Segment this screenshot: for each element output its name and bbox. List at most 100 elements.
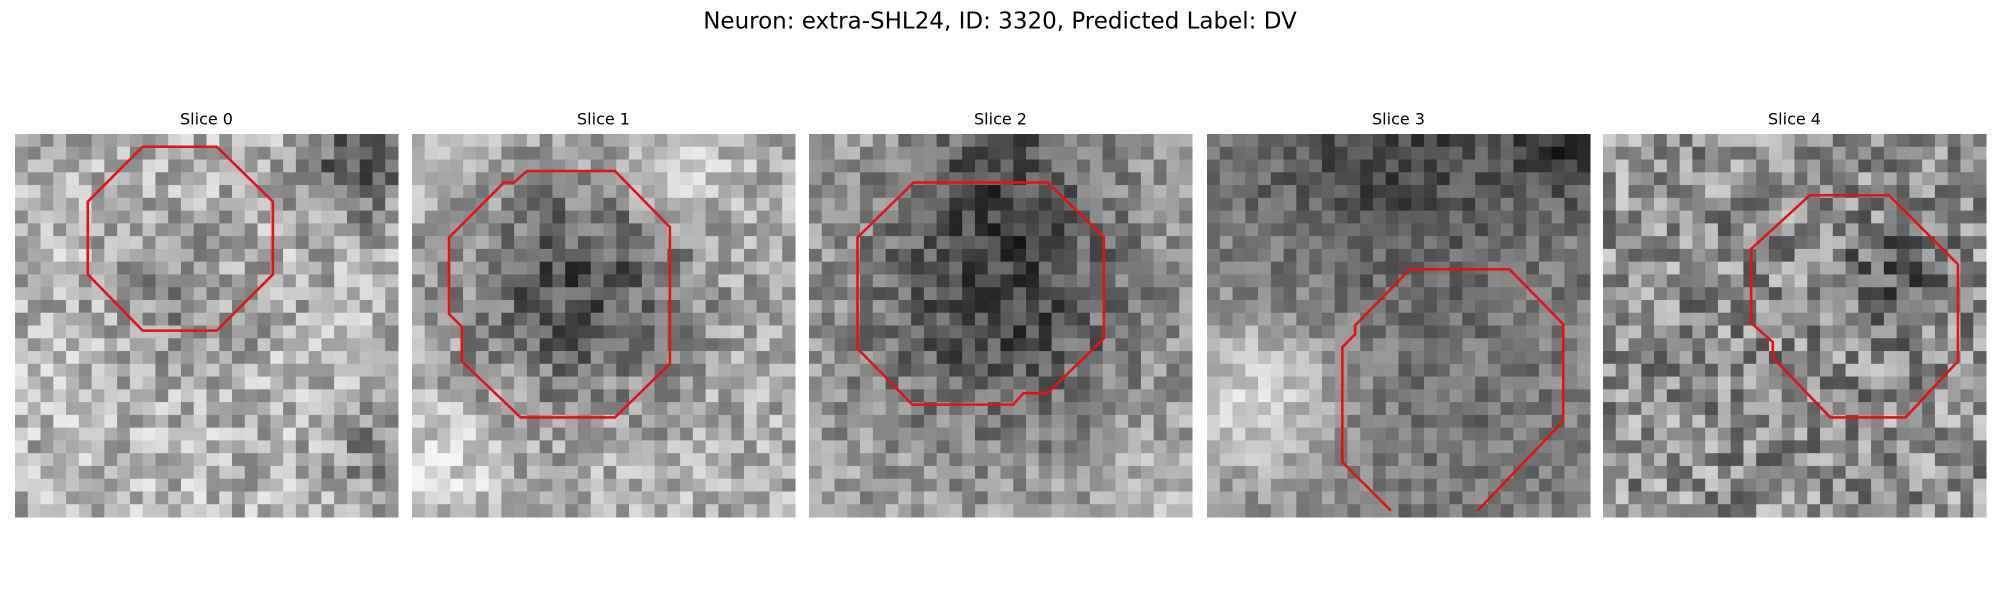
pixel — [1128, 402, 1142, 416]
pixel — [872, 453, 887, 467]
pixel — [1526, 146, 1540, 161]
pixel — [1089, 389, 1104, 403]
pixel — [949, 185, 963, 199]
pixel — [526, 478, 541, 492]
pixel — [40, 427, 54, 441]
pixel — [1398, 363, 1412, 378]
pixel — [603, 261, 617, 275]
panel-title: Slice 1 — [577, 110, 630, 129]
pixel — [1089, 172, 1104, 186]
pixel — [1654, 453, 1668, 467]
pixel — [1077, 134, 1091, 148]
pixel — [1219, 325, 1234, 339]
pixel — [616, 427, 630, 441]
pixel — [1385, 146, 1400, 161]
pixel — [1385, 223, 1400, 237]
pixel — [1934, 491, 1949, 505]
pixel — [1283, 134, 1297, 148]
pixel — [1398, 376, 1412, 390]
pixel — [847, 389, 861, 403]
pixel — [539, 389, 553, 403]
pixel — [257, 197, 271, 212]
pixel — [1038, 236, 1053, 250]
pixel — [1296, 134, 1310, 148]
pixel — [142, 248, 156, 263]
pixel — [91, 261, 105, 275]
pixel — [40, 414, 54, 429]
pixel — [180, 159, 195, 173]
pixel — [718, 440, 732, 454]
pixel — [1768, 185, 1783, 199]
pixel — [1564, 159, 1578, 173]
pixel — [1449, 402, 1463, 416]
pixel — [949, 299, 963, 314]
pixel — [1219, 172, 1234, 186]
pixel — [526, 210, 541, 224]
pixel — [1475, 465, 1489, 480]
pixel — [1973, 338, 1987, 352]
pixel — [641, 134, 656, 148]
pixel — [1909, 363, 1923, 378]
pixel — [1717, 427, 1732, 441]
pixel — [193, 389, 208, 403]
pixel — [1462, 414, 1476, 429]
pixel — [1283, 185, 1297, 199]
pixel — [1692, 325, 1706, 339]
pixel — [769, 210, 783, 224]
pixel — [1526, 261, 1540, 275]
pixel — [155, 351, 169, 365]
pixel — [1743, 134, 1757, 148]
pixel — [847, 478, 861, 492]
pixel — [1973, 440, 1987, 454]
pixel — [654, 427, 668, 441]
pixel — [1538, 159, 1553, 173]
pixel — [206, 274, 220, 288]
pixel — [27, 210, 42, 224]
panel-title: Slice 2 — [974, 110, 1027, 129]
pixel — [1140, 402, 1155, 416]
pixel — [1128, 478, 1142, 492]
pixel — [346, 478, 361, 492]
pixel — [334, 299, 348, 314]
pixel — [1128, 299, 1142, 314]
pixel — [641, 440, 656, 454]
pixel — [1922, 504, 1936, 518]
pixel — [488, 504, 502, 518]
pixel — [705, 146, 719, 161]
pixel — [565, 210, 579, 224]
pixel — [1820, 465, 1834, 480]
pixel — [257, 287, 271, 301]
pixel — [104, 402, 118, 416]
pixel — [1820, 210, 1834, 224]
pixel — [834, 427, 848, 441]
pixel — [1013, 453, 1027, 467]
pixel — [295, 248, 310, 263]
pixel — [1475, 389, 1489, 403]
pixel — [1781, 299, 1796, 314]
pixel — [475, 274, 490, 288]
pixel — [667, 389, 681, 403]
pixel — [219, 414, 233, 429]
pixel — [283, 389, 297, 403]
pixel — [1743, 159, 1757, 173]
pixel — [680, 465, 694, 480]
pixel — [731, 465, 745, 480]
pixel — [1909, 134, 1923, 148]
pixel — [692, 274, 707, 288]
pixel — [1064, 376, 1078, 390]
pixel — [1051, 261, 1065, 275]
pixel — [1128, 504, 1142, 518]
pixel — [1845, 440, 1859, 454]
pixel — [1000, 363, 1014, 378]
pixel — [1372, 261, 1387, 275]
pixel — [1896, 287, 1910, 301]
pixel — [718, 236, 732, 250]
pixel — [705, 376, 719, 390]
pixel — [1756, 299, 1770, 314]
pixel — [1140, 223, 1155, 237]
pixel — [1909, 402, 1923, 416]
pixel — [1654, 146, 1668, 161]
pixel — [962, 504, 976, 518]
pixel — [1360, 465, 1374, 480]
pixel — [1768, 478, 1783, 492]
